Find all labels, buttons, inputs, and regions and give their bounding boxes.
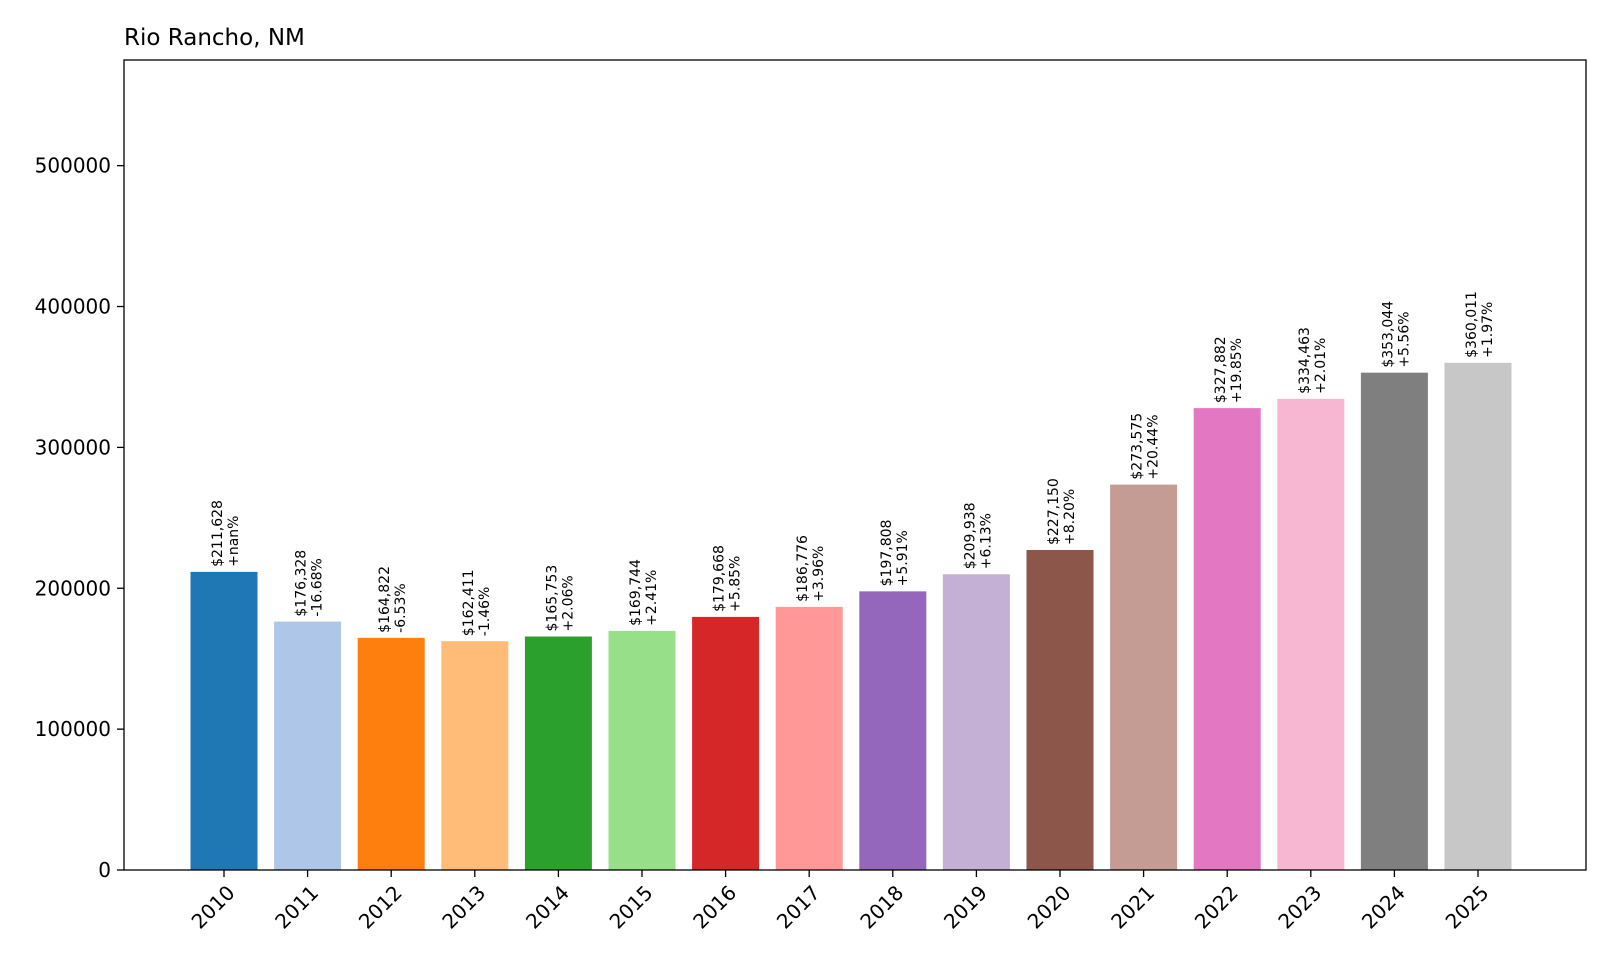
bar-value-label: $327,882	[1213, 336, 1229, 403]
bar-change-label: +8.20%	[1062, 489, 1078, 545]
bar-value-label: $227,150	[1046, 478, 1062, 545]
y-tick-label-0: 0	[98, 858, 111, 882]
bar-label-2010: $211,628 +nan%	[210, 500, 242, 567]
bar-label-2012: $164,822 -6.53%	[377, 566, 409, 633]
bar-value-label: $273,575	[1130, 413, 1146, 480]
bar-change-label: +2.06%	[560, 575, 576, 631]
x-tick-label-2015: 2015	[605, 881, 658, 934]
x-tick-label-2016: 2016	[688, 881, 741, 934]
bar-change-label: +1.97%	[1480, 302, 1496, 358]
bar-change-label: +2.41%	[644, 570, 660, 626]
bar-label-2023: $334,463 +2.01%	[1297, 327, 1329, 394]
bar-change-label: +5.85%	[728, 556, 744, 612]
bar-value-label: $334,463	[1297, 327, 1313, 394]
x-tick-label-2012: 2012	[354, 881, 407, 934]
bar-2017	[775, 606, 843, 870]
bar-change-label: +5.91%	[895, 530, 911, 586]
x-tick-label-2017: 2017	[772, 881, 825, 934]
bar-label-2011: $176,328 -16.68%	[294, 550, 326, 617]
bar-label-2017: $186,776 +3.96%	[795, 535, 827, 602]
bar-label-2022: $327,882 +19.85%	[1213, 336, 1245, 403]
bar-2020	[1026, 550, 1094, 870]
x-tick-label-2022: 2022	[1190, 881, 1243, 934]
bars-layer	[190, 362, 1512, 870]
x-tick-label-2014: 2014	[521, 881, 574, 934]
bar-change-label: -16.68%	[310, 558, 326, 616]
y-tick-label-100000: 100000	[35, 717, 111, 741]
bar-label-2020: $227,150 +8.20%	[1046, 478, 1078, 545]
y-tick-label-200000: 200000	[35, 576, 111, 600]
bar-value-label: $165,753	[544, 565, 560, 632]
bar-2016	[692, 616, 760, 870]
bar-2013	[441, 641, 509, 870]
bar-labels-layer: $211,628 +nan% $176,328 -16.68% $164,822 -6.5…	[210, 291, 1496, 636]
bar-2012	[357, 637, 425, 870]
bar-value-label: $162,411	[461, 569, 477, 636]
bar-2022	[1193, 408, 1261, 870]
bar-label-2015: $169,744 +2.41%	[628, 559, 660, 626]
x-tick-label-2018: 2018	[855, 881, 908, 934]
bar-2021	[1110, 484, 1178, 870]
chart-title: Rio Rancho, NM	[124, 25, 305, 51]
bar-value-label: $164,822	[377, 566, 393, 633]
bar-label-2021: $273,575 +20.44%	[1130, 413, 1162, 480]
bar-label-2024: $353,044 +5.56%	[1380, 301, 1412, 368]
bar-value-label: $209,938	[962, 502, 978, 569]
bar-label-2025: $360,011 +1.97%	[1464, 291, 1496, 358]
bar-2019	[942, 574, 1010, 870]
x-tick-label-2011: 2011	[270, 881, 323, 934]
bar-change-label: -6.53%	[393, 583, 409, 633]
y-axis: 0 100000 200000 300000 400000 500000	[35, 154, 124, 882]
x-tick-label-2019: 2019	[939, 881, 992, 934]
x-tick-label-2024: 2024	[1357, 881, 1410, 934]
y-tick-label-300000: 300000	[35, 435, 111, 459]
bar-change-label: -1.46%	[477, 587, 493, 637]
bar-label-2019: $209,938 +6.13%	[962, 502, 994, 569]
bar-value-label: $169,744	[628, 559, 644, 626]
x-tick-label-2013: 2013	[437, 881, 490, 934]
bar-value-label: $176,328	[294, 550, 310, 617]
bar-value-label: $211,628	[210, 500, 226, 567]
bar-2015	[608, 630, 676, 870]
x-tick-label-2021: 2021	[1106, 881, 1159, 934]
bar-value-label: $186,776	[795, 535, 811, 602]
bar-change-label: +6.13%	[978, 513, 994, 569]
x-axis: 2010 2011 2012 2013 2014 2015 2016 2017 2018 2019…	[187, 870, 1494, 934]
bar-2024	[1360, 372, 1428, 870]
bar-2011	[274, 621, 342, 870]
bar-2014	[524, 636, 592, 870]
plot-frame	[123, 59, 1587, 871]
bar-change-label: +19.85%	[1229, 338, 1245, 403]
x-tick-label-2010: 2010	[187, 881, 240, 934]
bar-label-2013: $162,411 -1.46%	[461, 569, 493, 636]
bar-change-label: +20.44%	[1146, 414, 1162, 479]
bar-change-label: +nan%	[226, 516, 242, 567]
bar-label-2018: $197,808 +5.91%	[879, 520, 911, 587]
bar-2018	[859, 591, 927, 870]
x-tick-label-2020: 2020	[1023, 881, 1076, 934]
bar-2023	[1277, 398, 1345, 870]
bar-value-label: $197,808	[879, 520, 895, 587]
x-tick-label-2025: 2025	[1441, 881, 1494, 934]
bar-value-label: $353,044	[1380, 301, 1396, 368]
bar-2010	[190, 571, 258, 870]
bar-2025	[1444, 362, 1512, 870]
bar-change-label: +3.96%	[811, 546, 827, 602]
bar-change-label: +2.01%	[1313, 338, 1329, 394]
bar-change-label: +5.56%	[1396, 311, 1412, 367]
x-tick-label-2023: 2023	[1273, 881, 1326, 934]
y-tick-label-400000: 400000	[35, 295, 111, 319]
bar-value-label: $360,011	[1464, 291, 1480, 358]
bar-label-2016: $179,668 +5.85%	[712, 545, 744, 612]
bar-label-2014: $165,753 +2.06%	[544, 565, 576, 632]
bar-value-label: $179,668	[712, 545, 728, 612]
y-tick-label-500000: 500000	[35, 154, 111, 178]
